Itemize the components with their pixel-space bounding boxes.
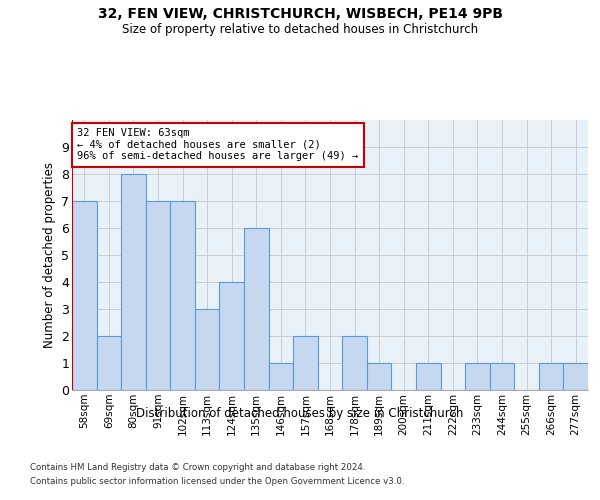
Bar [539, 363, 563, 390]
Bar [563, 363, 588, 390]
Bar [244, 228, 269, 390]
Text: 32, FEN VIEW, CHRISTCHURCH, WISBECH, PE14 9PB: 32, FEN VIEW, CHRISTCHURCH, WISBECH, PE1… [97, 8, 503, 22]
Bar [342, 336, 367, 390]
Text: 32 FEN VIEW: 63sqm
← 4% of detached houses are smaller (2)
96% of semi-detached : 32 FEN VIEW: 63sqm ← 4% of detached hous… [77, 128, 358, 162]
Bar [220, 282, 244, 390]
Text: Contains public sector information licensed under the Open Government Licence v3: Contains public sector information licen… [30, 477, 404, 486]
Bar [170, 201, 195, 390]
Text: Distribution of detached houses by size in Christchurch: Distribution of detached houses by size … [136, 408, 464, 420]
Y-axis label: Number of detached properties: Number of detached properties [43, 162, 56, 348]
Bar [416, 363, 440, 390]
Bar [72, 201, 97, 390]
Bar [146, 201, 170, 390]
Bar [195, 309, 220, 390]
Bar [97, 336, 121, 390]
Bar [490, 363, 514, 390]
Bar [269, 363, 293, 390]
Bar [465, 363, 490, 390]
Bar [121, 174, 146, 390]
Text: Size of property relative to detached houses in Christchurch: Size of property relative to detached ho… [122, 22, 478, 36]
Text: Contains HM Land Registry data © Crown copyright and database right 2024.: Contains HM Land Registry data © Crown c… [30, 464, 365, 472]
Bar [293, 336, 318, 390]
Bar [367, 363, 391, 390]
